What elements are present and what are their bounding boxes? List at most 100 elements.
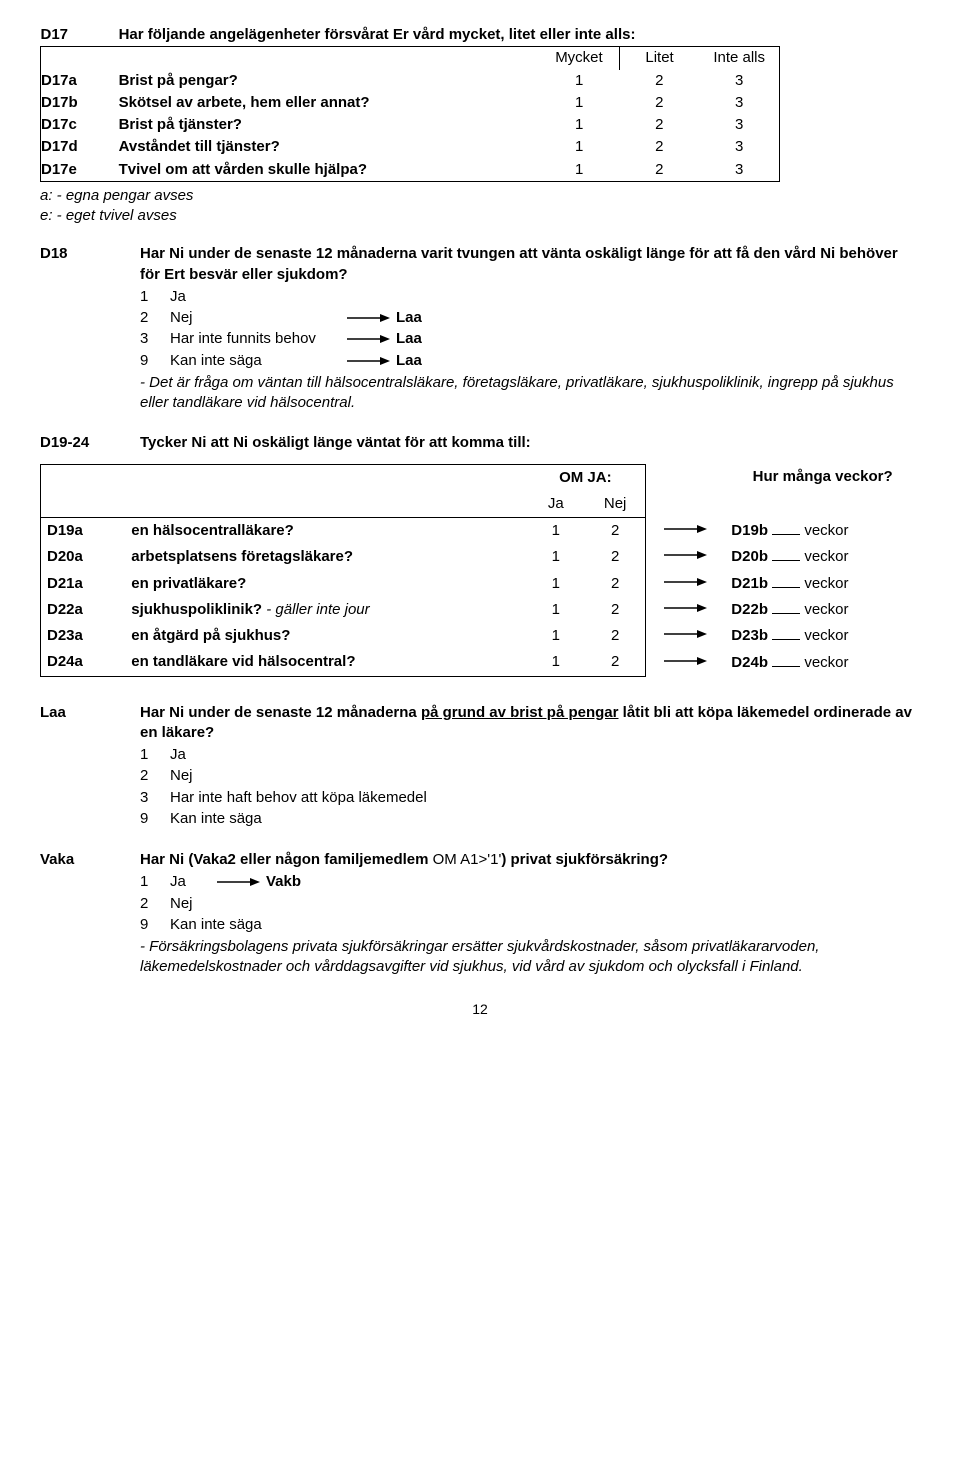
- d17-code: D17: [41, 24, 119, 47]
- d19-row-arrow: [645, 597, 725, 623]
- opt-text: Kan inte säga: [170, 915, 262, 935]
- opt-text: Nej: [170, 308, 340, 328]
- d18-block: D18 Har Ni under de senaste 12 månaderna…: [40, 244, 920, 413]
- d18-option: 2NejLaa: [140, 308, 920, 328]
- d19-row-q: arbetsplatsens företagsläkare?: [125, 544, 526, 570]
- opt-text: Ja: [170, 287, 340, 307]
- d17-row-v2: 3: [699, 136, 779, 158]
- d17-row-v1: 2: [619, 159, 699, 182]
- d19-row-res: D23b veckor: [725, 623, 920, 649]
- opt-num: 3: [140, 329, 164, 349]
- opt-text: Har inte haft behov att köpa läkemedel: [170, 788, 427, 808]
- d19-row-nej: 2: [586, 623, 646, 649]
- opt-num: 2: [140, 308, 164, 328]
- laa-code: Laa: [40, 703, 140, 831]
- d17-row-v1: 2: [619, 114, 699, 136]
- d19-row-q: en privatläkare?: [125, 571, 526, 597]
- opt-text: Kan inte säga: [170, 809, 340, 829]
- d17-row-v1: 2: [619, 92, 699, 114]
- d19-row-code: D20a: [41, 544, 126, 570]
- d17-col1: Litet: [619, 47, 699, 70]
- d17-row-text: Brist på pengar?: [119, 70, 540, 92]
- opt-dest: Laa: [396, 329, 422, 349]
- arrow-icon: [663, 523, 707, 535]
- d19-row-ja: 1: [526, 649, 586, 676]
- d17-row-v0: 1: [539, 136, 619, 158]
- d19-lead: Tycker Ni att Ni oskäligt länge väntat f…: [140, 433, 920, 453]
- opt-text: Nej: [170, 766, 340, 786]
- d17-row-v0: 1: [539, 70, 619, 92]
- d19-ja: Ja: [526, 491, 586, 518]
- arrow-icon: [346, 312, 390, 324]
- d18-option: 3 Har inte funnits behov Laa: [140, 329, 920, 349]
- d19-hur: Hur många veckor?: [725, 464, 920, 491]
- d19-row-ja: 1: [526, 518, 586, 545]
- d18-option: 1Ja: [140, 287, 920, 307]
- vaka-note: - Försäkringsbolagens privata sjukförsäk…: [140, 937, 920, 978]
- d18-option: 9 Kan inte säga Laa: [140, 351, 920, 371]
- page-number: 12: [40, 1000, 920, 1019]
- d19-row-ja: 1: [526, 597, 586, 623]
- opt-num: 1: [140, 872, 164, 892]
- d17-row-code: D17a: [41, 70, 119, 92]
- opt-num: 9: [140, 809, 164, 829]
- d19-row-q: en tandläkare vid hälsocentral?: [125, 649, 526, 676]
- opt-num: 2: [140, 766, 164, 786]
- opt-text: Har inte funnits behov: [170, 329, 340, 349]
- d18-note: - Det är fråga om väntan till hälsocentr…: [140, 373, 920, 414]
- d17-row-code: D17d: [41, 136, 119, 158]
- vaka-lead-mid: OM A1>'1': [433, 851, 502, 868]
- d19-row-res: D24b veckor: [725, 649, 920, 676]
- opt-num: 2: [140, 894, 164, 914]
- opt-text: Kan inte säga: [170, 351, 340, 371]
- laa-lead-u: på grund av brist på pengar: [421, 704, 619, 721]
- laa-lead-pre: Har Ni under de senaste 12 månaderna: [140, 704, 421, 721]
- d19-row-nej: 2: [586, 518, 646, 545]
- d18-code: D18: [40, 244, 140, 413]
- d19-row-ja: 1: [526, 571, 586, 597]
- laa-option: 1Ja: [140, 745, 920, 765]
- d17-row-text: Brist på tjänster?: [119, 114, 540, 136]
- d17-row-v2: 3: [699, 92, 779, 114]
- arrow-icon: [346, 333, 390, 345]
- opt-dest: Laa: [396, 351, 422, 371]
- d17-note-a: a: - egna pengar avses: [40, 186, 920, 206]
- d19-row-code: D19a: [41, 518, 126, 545]
- d19-header: D19-24 Tycker Ni att Ni oskäligt länge v…: [40, 433, 920, 455]
- vaka-lead: Har Ni (Vaka2 eller någon familjemedlem …: [140, 850, 920, 870]
- d19-row-code: D22a: [41, 597, 126, 623]
- opt-dest: Vakb: [266, 872, 301, 892]
- d19-row-nej: 2: [586, 597, 646, 623]
- vaka-lead-post: ) privat sjukförsäkring?: [501, 851, 668, 868]
- vaka-block: Vaka Har Ni (Vaka2 eller någon familjeme…: [40, 850, 920, 978]
- d17-row-v1: 2: [619, 70, 699, 92]
- d17-row-v0: 1: [539, 92, 619, 114]
- d17-lead: Har följande angelägenheter försvårat Er…: [119, 24, 780, 47]
- d19-row-nej: 2: [586, 544, 646, 570]
- opt-num: 9: [140, 351, 164, 371]
- vaka-option: 2Nej: [140, 894, 920, 914]
- opt-num: 9: [140, 915, 164, 935]
- d19-row-q: en hälsocentralläkare?: [125, 518, 526, 545]
- d19-row-res: D19b veckor: [725, 518, 920, 545]
- d17-note-e: e: - eget tvivel avses: [40, 206, 920, 226]
- d19-row-res: D21b veckor: [725, 571, 920, 597]
- d19-row-arrow: [645, 649, 725, 676]
- d17-col2: Inte alls: [699, 47, 779, 70]
- d19-row-q: sjukhuspoliklinik? - gäller inte jour: [125, 597, 526, 623]
- d17-row-code: D17c: [41, 114, 119, 136]
- opt-num: 3: [140, 788, 164, 808]
- laa-option: 3 Har inte haft behov att köpa läkemedel: [140, 788, 920, 808]
- d19-row-res: D22b veckor: [725, 597, 920, 623]
- laa-lead: Har Ni under de senaste 12 månaderna på …: [140, 703, 920, 744]
- d17-row-v1: 2: [619, 136, 699, 158]
- arrow-icon: [663, 576, 707, 588]
- vaka-lead-pre: Har Ni (Vaka2 eller någon familjemedlem: [140, 851, 433, 868]
- d19-row-nej: 2: [586, 649, 646, 676]
- d17-row-v2: 3: [699, 70, 779, 92]
- d19-row-arrow: [645, 518, 725, 545]
- opt-num: 1: [140, 745, 164, 765]
- d19-row-arrow: [645, 544, 725, 570]
- d17-row-v0: 1: [539, 159, 619, 182]
- d19-row-arrow: [645, 571, 725, 597]
